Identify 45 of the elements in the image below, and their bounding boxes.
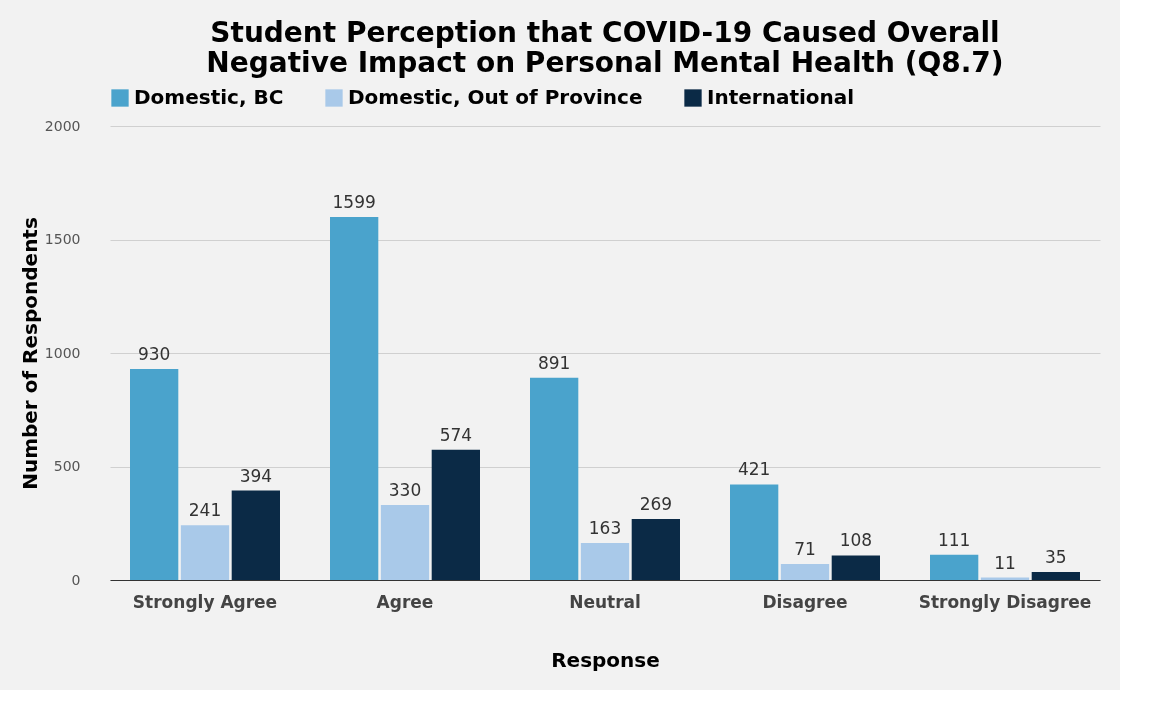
data-label: 108 — [839, 530, 873, 551]
bar — [831, 555, 880, 580]
data-label: 394 — [239, 465, 273, 486]
data-label: 269 — [639, 493, 673, 514]
x-tick-label: Strongly Agree — [132, 591, 278, 612]
x-tick-label: Agree — [376, 591, 434, 612]
bar — [580, 543, 630, 580]
y-tick-label: 0 — [71, 571, 81, 588]
chart-title: Student Perception that COVID-19 Caused Overall Negative Impact on Personal Mental Health (Q8.7) — [206, 16, 1004, 79]
data-label: 330 — [388, 480, 422, 501]
y-tick-label: 500 — [53, 458, 81, 474]
bar — [231, 490, 280, 580]
bar — [431, 449, 480, 580]
legend-label: Domestic, Out of Province — [348, 85, 643, 109]
y-tick-label: 2000 — [44, 117, 81, 134]
x-tick-label: Neutral — [569, 591, 641, 612]
legend-label: Domestic, BC — [134, 85, 284, 109]
x-tick-label: Strongly Disagree — [918, 591, 1092, 612]
y-axis-title: Number of Respondents — [17, 217, 42, 490]
data-label: 35 — [1045, 547, 1067, 568]
bar — [130, 368, 179, 580]
legend-label: International — [707, 85, 855, 109]
data-label: 574 — [439, 424, 473, 445]
data-label: 891 — [537, 352, 571, 373]
bar — [380, 505, 430, 580]
x-axis-title: Response — [551, 647, 660, 672]
data-label: 1599 — [332, 192, 376, 213]
data-label: 421 — [737, 459, 771, 480]
bar — [330, 217, 379, 580]
bar — [780, 563, 830, 580]
y-tick-label: 1000 — [44, 344, 81, 361]
data-label: 111 — [937, 529, 971, 550]
data-label: 163 — [588, 518, 622, 538]
y-tick-label: 1500 — [44, 231, 81, 247]
data-label: 241 — [188, 500, 222, 521]
bar — [1031, 572, 1080, 580]
bar — [631, 518, 680, 580]
bar — [930, 554, 979, 580]
data-label: 930 — [137, 343, 171, 364]
data-label: 11 — [994, 552, 1016, 573]
x-tick-label: Disagree — [762, 591, 848, 612]
bar — [530, 377, 579, 580]
data-label: 71 — [794, 538, 816, 559]
bar — [180, 525, 230, 580]
bar — [730, 484, 779, 580]
